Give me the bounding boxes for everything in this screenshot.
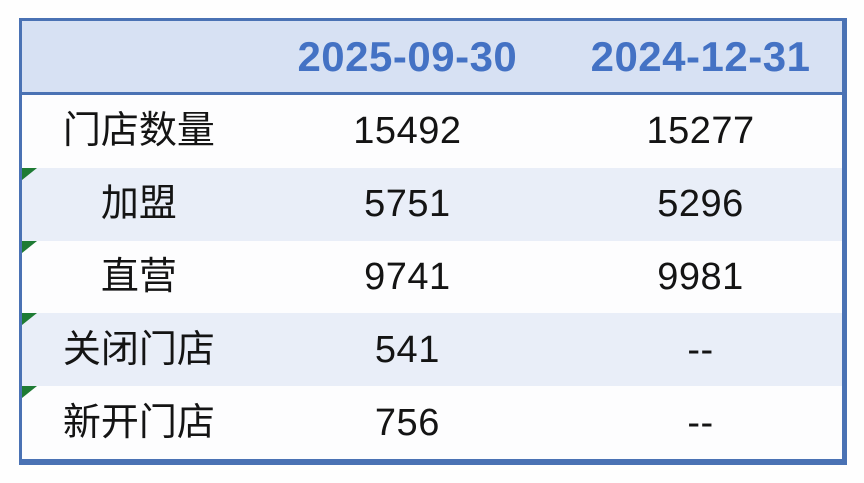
value-cell-prior: 15277 [646, 110, 755, 153]
row-label-cell: 新开门店 [62, 401, 215, 444]
value-cell-prior: -- [687, 328, 714, 371]
column-header-2024-12-31: 2024-12-31 [590, 32, 811, 80]
row-label-cell: 直营 [100, 255, 177, 298]
row-closed-stores: 关闭门店 541 -- [22, 313, 842, 387]
row-direct-operated: 直营 9741 9981 [22, 240, 842, 314]
value-cell-prior: 9981 [657, 255, 744, 298]
flag-triangle-icon [22, 167, 37, 180]
store-count-table: 2025-09-30 2024-12-31 门店数量 15492 15277 加… [19, 18, 847, 465]
value-cell-current: 756 [374, 401, 440, 444]
value-cell-current: 541 [374, 328, 440, 371]
value-cell-prior: -- [687, 401, 714, 444]
value-cell-prior: 5296 [657, 183, 744, 226]
value-cell-current: 9741 [364, 255, 451, 298]
flag-triangle-icon [22, 386, 37, 399]
row-franchise: 加盟 5751 5296 [22, 167, 842, 241]
row-label-cell: 加盟 [100, 183, 177, 226]
value-cell-current: 15492 [353, 110, 462, 153]
row-label-cell: 关闭门店 [62, 328, 215, 371]
flag-triangle-icon [22, 240, 37, 253]
row-label-cell: 门店数量 [62, 110, 215, 153]
row-store-total: 门店数量 15492 15277 [22, 95, 842, 168]
flag-triangle-icon [22, 313, 37, 326]
value-cell-current: 5751 [364, 183, 451, 226]
row-new-stores: 新开门店 756 -- [22, 386, 842, 459]
table-header-row: 2025-09-30 2024-12-31 [22, 21, 842, 95]
column-header-2025-09-30: 2025-09-30 [297, 32, 518, 80]
